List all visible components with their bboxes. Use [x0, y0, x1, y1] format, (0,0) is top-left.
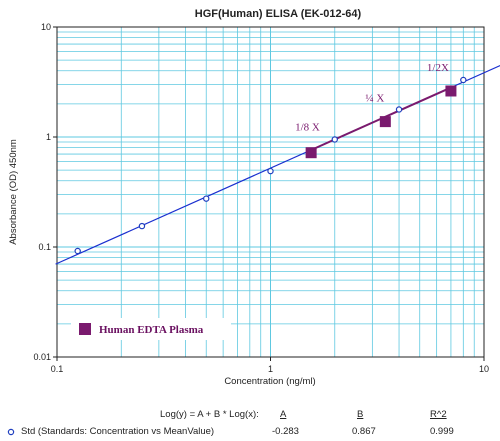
- legend-label: Human EDTA Plasma: [99, 324, 204, 336]
- sample-point-label: ¼ X: [365, 93, 384, 105]
- y-tick-label: 0.01: [33, 352, 51, 362]
- sample-point: [445, 85, 457, 97]
- y-tick-label: 0.1: [38, 242, 51, 252]
- x-tick-label: 1: [268, 364, 273, 374]
- y-tick-label: 1: [46, 132, 51, 142]
- sample-point-label: 1/8 X: [295, 122, 320, 134]
- std-point: [460, 76, 467, 84]
- legend-box: [71, 318, 231, 340]
- legend-swatch: [79, 323, 91, 335]
- std-point: [138, 222, 146, 230]
- std-point: [331, 136, 338, 143]
- std-point: [74, 247, 81, 255]
- chart-title: HGF(Human) ELISA (EK-012-64): [195, 8, 362, 20]
- sample-point-label: 1/2X: [427, 62, 449, 74]
- std-legend-marker: [7, 428, 15, 436]
- legend: Human EDTA Plasma: [71, 318, 231, 340]
- x-tick-label: 0.1: [51, 364, 64, 374]
- x-axis-label: Concentration (ng/ml): [224, 376, 315, 387]
- std-point: [395, 106, 403, 113]
- std-point: [267, 167, 274, 175]
- sample-point: [379, 116, 391, 128]
- grid-lines: [57, 27, 484, 357]
- x-tick-label: 10: [479, 364, 489, 374]
- std-point: [203, 195, 210, 202]
- stats-legend-marker: [7, 428, 15, 436]
- data-points: 1/8 X ¼ X 1/2X: [74, 62, 467, 255]
- sample-point: [305, 147, 317, 159]
- y-axis-label: Absorbance (OD) 450nm: [8, 139, 19, 245]
- y-tick-label: 10: [41, 22, 51, 32]
